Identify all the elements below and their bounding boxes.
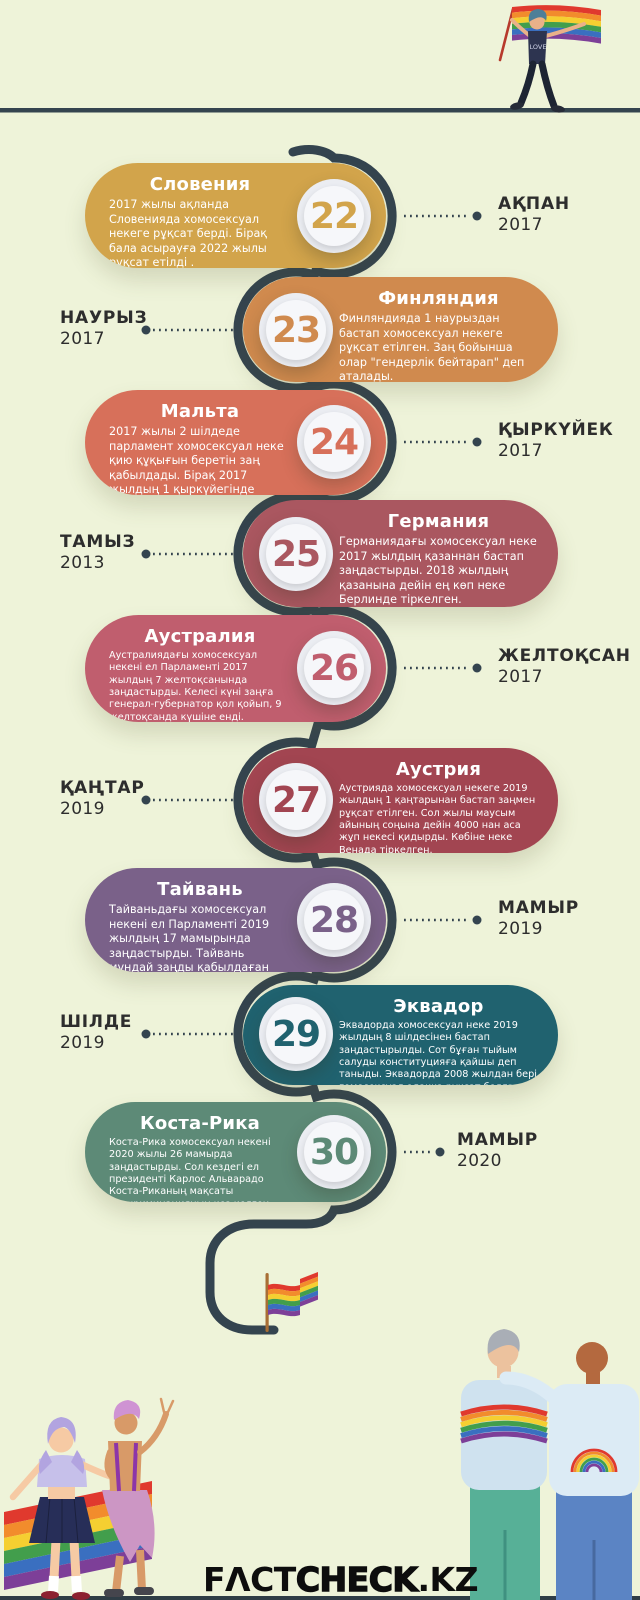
timeline-number-badge: 26 [297, 631, 371, 705]
connector-dot [141, 1029, 151, 1039]
header-line [0, 108, 640, 113]
card-title: Мальта [160, 401, 240, 422]
connector-dot [472, 663, 482, 673]
date-label-nauryz-2017: НАУРЫЗ 2017 [60, 308, 148, 350]
connector-dot [141, 325, 151, 335]
connector-dot [141, 549, 151, 559]
card-description: Германиядағы хомосексуал неке 2017 жылды… [339, 535, 537, 607]
walker-shirt-text: LOVE [530, 43, 547, 51]
card-title: Тайвань [157, 879, 243, 900]
couple-in-rainbow-sweaters-illustration [460, 1329, 639, 1600]
badge-number: 24 [309, 421, 359, 463]
card-title: Коста-Рика [140, 1113, 260, 1134]
card-description: Финляндияда 1 наурыздан бастап хомосексу… [339, 312, 525, 382]
timeline-number-badge: 24 [297, 405, 371, 479]
timeline-number-badge: 30 [297, 1115, 371, 1189]
card-title: Финляндия [378, 288, 499, 309]
date-label-kyrkuiek-2017: ҚЫРКҮЙЕК 2017 [498, 420, 614, 462]
timeline-number-badge: 25 [259, 517, 333, 591]
date-label-kantar-2019: ҚАҢТАР 2019 [60, 778, 145, 820]
card-description: 2017 жылы 2 шілдеде парламент хомосексуа… [109, 425, 284, 495]
connector-dots [141, 211, 482, 1157]
timeline-number-badge: 29 [259, 997, 333, 1071]
card-title: Германия [387, 511, 490, 532]
date-label-tamyz-2013: ТАМЫЗ 2013 [60, 532, 136, 574]
dotted-connectors [153, 214, 469, 1154]
badge-number: 28 [309, 899, 359, 941]
factcheck-kz-logo: FΛCTCHECK.KZ [203, 1559, 479, 1599]
timeline-number-badge: 22 [297, 179, 371, 253]
badge-number: 27 [271, 779, 321, 821]
date-label-shilde-2019: ШІЛДЕ 2019 [60, 1012, 133, 1054]
card-description: Аустрияда хомосексуал некеге 2019 жылдың… [339, 783, 536, 853]
couple-with-pride-banner-illustration [4, 1397, 175, 1600]
pride-flag-walker-icon: LOVE [498, 5, 601, 113]
card-title: Эквадор [393, 996, 484, 1017]
date-label-mamyr-2019: МАМЫР 2019 [498, 898, 580, 940]
badge-number: 22 [309, 195, 359, 237]
card-description: 2017 жылы ақланда Словенияда хомосексуал… [109, 198, 268, 268]
timeline-number-badge: 28 [297, 883, 371, 957]
timeline-number-badge: 27 [259, 763, 333, 837]
logo-fact: FΛCT [203, 1560, 296, 1599]
card-description: Аустралиядағы хомосексуал некені ел Парл… [109, 650, 282, 722]
date-label-akpan-2017: АҚПАН 2017 [498, 194, 570, 236]
card-title: Аустрия [395, 759, 482, 780]
timeline-snake [205, 145, 397, 1335]
date-label-mamyr-2020: МАМЫР 2020 [457, 1130, 539, 1172]
badge-number: 30 [309, 1131, 359, 1173]
connector-dot [435, 1147, 445, 1157]
card-description: Тайваньдағы хомосексуал некені ел Парлам… [109, 903, 270, 972]
connector-dot [141, 795, 151, 805]
logo-check: CHECK [295, 1559, 419, 1599]
connector-dot [472, 915, 482, 925]
connector-dot [472, 211, 482, 221]
card-title: Словения [149, 174, 251, 195]
card-title: Аустралия [144, 626, 256, 647]
card-description: Эквадорда хомосексуал неке 2019 жылдың 8… [339, 1020, 537, 1085]
date-label-zheltoksan-2017: ЖЕЛТОҚСАН 2017 [498, 646, 631, 688]
badge-number: 29 [271, 1013, 321, 1055]
badge-number: 25 [271, 533, 321, 575]
footer-line [0, 1596, 640, 1600]
badge-number: 26 [309, 647, 359, 689]
small-pride-flag-icon [265, 1272, 318, 1332]
card-description: Коста-Рика хомосексуал некені 2020 жылы … [109, 1137, 271, 1202]
connector-dot [472, 437, 482, 447]
badge-number: 23 [271, 309, 321, 351]
timeline-number-badge: 23 [259, 293, 333, 367]
logo-kz: .KZ [417, 1560, 479, 1599]
